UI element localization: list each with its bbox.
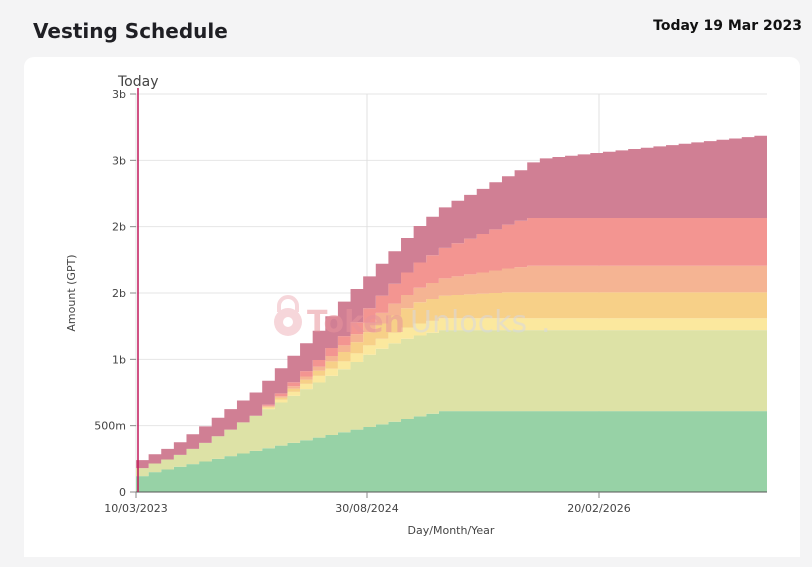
x-tick-label: 10/03/2023 xyxy=(104,502,167,515)
y-axis-title: Amount (GPT) xyxy=(65,254,78,331)
y-tick-label: 0 xyxy=(119,486,126,499)
watermark: Token Unlocks . xyxy=(274,295,551,340)
lock-logo-icon xyxy=(274,295,302,336)
area-series-1[interactable] xyxy=(136,411,767,492)
watermark-word-token: Token xyxy=(307,305,405,340)
y-tick-label: 3b xyxy=(112,88,126,101)
header: Vesting Schedule Today 19 Mar 2023 xyxy=(0,0,812,56)
y-tick-label: 3b xyxy=(112,154,126,167)
y-tick-label: 2b xyxy=(112,287,126,300)
area-series-4[interactable] xyxy=(136,292,767,469)
x-tick-label: 30/08/2024 xyxy=(335,502,398,515)
today-marker: Today xyxy=(117,74,159,492)
watermark-word-unlocks: Unlocks xyxy=(410,305,527,340)
area-series-5[interactable] xyxy=(136,265,767,469)
area-series xyxy=(136,135,767,492)
area-series-2[interactable] xyxy=(136,330,767,477)
page-title: Vesting Schedule xyxy=(33,19,228,43)
y-tick-label: 2b xyxy=(112,221,126,234)
watermark-dot: . xyxy=(541,305,551,340)
axes: 0 500m 1b 2b 2b 3b 3b 10/03/2023 30/08/2024 20/02… xyxy=(65,88,767,537)
today-date-label: Today 19 Mar 2023 xyxy=(653,18,802,34)
y-tick-label: 500m xyxy=(94,420,126,433)
x-axis-title: Day/Month/Year xyxy=(408,524,495,537)
x-tick-label: 20/02/2026 xyxy=(567,502,630,515)
today-label: Today xyxy=(117,74,159,90)
area-series-7[interactable] xyxy=(136,135,767,469)
area-series-6[interactable] xyxy=(136,218,767,469)
y-tick-label: 1b xyxy=(112,353,126,366)
